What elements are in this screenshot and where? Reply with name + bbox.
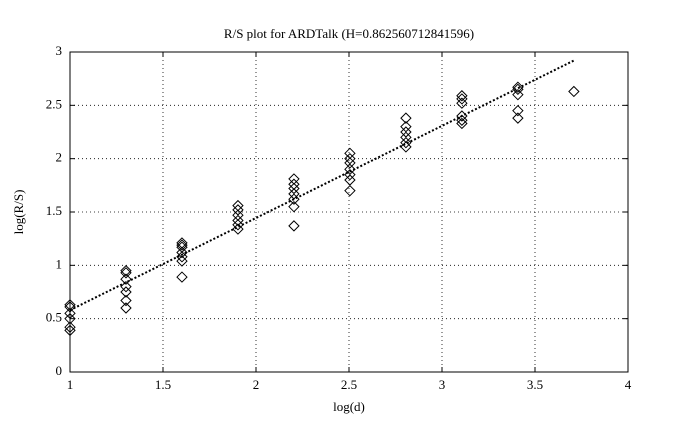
diamond-marker [568,85,580,98]
x-tick-label: 2 [253,377,260,392]
x-tick-label: 1.5 [155,377,171,392]
x-tick-label: 3 [439,377,446,392]
diamond-marker [176,246,188,259]
chart-title: R/S plot for ARDTalk (H=0.86256071284159… [224,26,474,41]
diamond-marker [400,112,412,124]
diamond-marker [176,251,188,263]
x-tick-label: 4 [625,377,632,392]
diamond-marker [176,271,188,283]
diamond-marker [288,200,300,213]
fit-line [69,59,575,312]
diamond-marker [512,83,524,96]
x-tick-label: 1 [67,377,74,392]
x-tick-label: 2.5 [341,377,357,392]
y-tick-label: 0 [56,363,63,378]
diamond-marker [456,90,468,102]
diamond-marker [120,294,132,307]
diamond-marker [120,280,132,293]
diamond-marker [512,104,524,117]
diamond-marker [232,214,244,227]
diamond-marker [120,286,132,298]
diamond-marker [512,112,524,124]
diamond-marker [512,88,524,101]
diamond-marker [400,141,412,153]
diamond-marker [176,255,188,267]
plot-frame [69,51,629,373]
diamond-marker [456,117,468,130]
diamond-marker [176,239,188,251]
diamond-marker [120,267,132,279]
diamond-marker [64,324,76,337]
y-tick-label: 2.5 [46,96,62,111]
y-tick-label: 0.5 [46,310,62,325]
diamond-marker [344,184,356,197]
y-tick-label: 3 [56,43,63,58]
diamond-marker [288,188,300,200]
diamond-marker [288,220,300,232]
diamond-marker [232,219,244,231]
y-tick-label: 1 [56,256,63,271]
diamond-marker [344,157,356,169]
diamond-marker [456,97,468,109]
y-axis-label: log(R/S) [11,190,26,235]
diamond-marker [120,302,132,314]
y-tick-label: 1.5 [46,203,62,218]
diamond-marker [456,93,468,105]
y-tick-label: 2 [56,150,63,165]
diamond-marker [400,136,412,149]
x-axis-label: log(d) [333,399,365,414]
x-tick-label: 3.5 [527,377,543,392]
diamond-marker [64,312,76,325]
diamond-marker [64,321,76,333]
diamond-marker [232,223,244,235]
diamond-marker [64,307,76,320]
diamond-marker [120,273,132,285]
diamond-marker [64,301,76,313]
diamond-marker [120,264,132,277]
